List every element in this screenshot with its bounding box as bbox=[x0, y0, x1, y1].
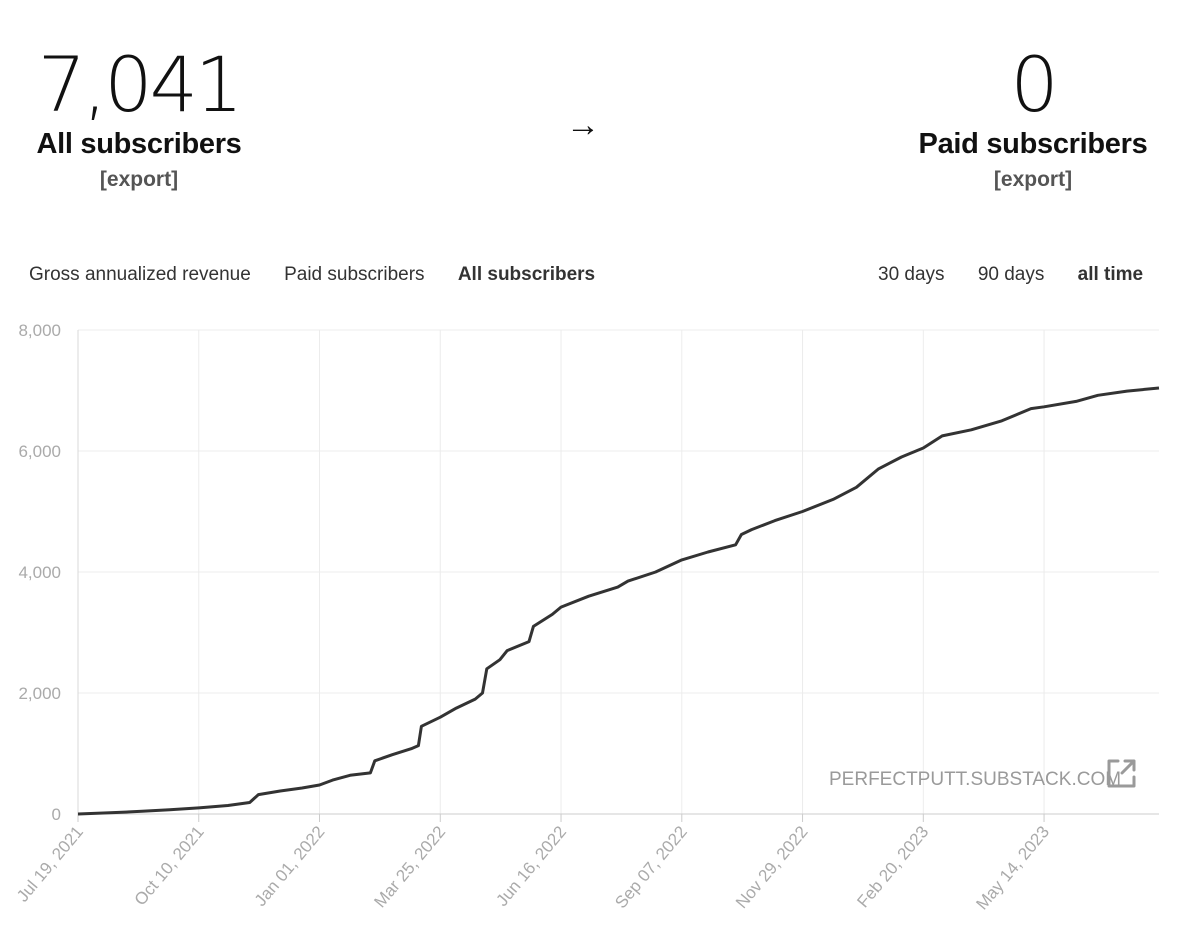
paid-subscribers-label: Paid subscribers bbox=[918, 128, 1148, 160]
y-tick-label: 2,000 bbox=[18, 684, 61, 703]
all-subscribers-count: 7,041 bbox=[37, 40, 244, 129]
watermark-text[interactable]: PERFECTPUTT.SUBSTACK.COM bbox=[829, 769, 1121, 790]
x-tick-label: Sep 07, 2022 bbox=[611, 822, 691, 912]
series-line bbox=[77, 386, 1160, 816]
paid-subscribers-stat: 0 Paid subscribers [export] bbox=[883, 44, 1183, 192]
all-subscribers-stat: 7,041 All subscribers [export] bbox=[0, 44, 289, 192]
x-tick-label: Oct 10, 2021 bbox=[131, 822, 208, 909]
tab-90-days[interactable]: 90 days bbox=[977, 264, 1045, 285]
metric-tabs: Gross annualized revenue Paid subscriber… bbox=[29, 264, 623, 286]
y-tick-label: 4,000 bbox=[18, 563, 61, 582]
x-tick-label: Nov 29, 2022 bbox=[732, 822, 812, 912]
export-all-subscribers-link[interactable]: [export] bbox=[99, 168, 179, 191]
chart-grid bbox=[77, 329, 1159, 815]
x-tick-label: Feb 20, 2023 bbox=[853, 822, 932, 911]
y-tick-label: 6,000 bbox=[18, 442, 61, 461]
x-tick-label: Jun 16, 2022 bbox=[492, 822, 570, 910]
x-tick-label: Mar 25, 2022 bbox=[370, 822, 449, 911]
external-link-icon[interactable] bbox=[1107, 759, 1136, 788]
all-subscribers-label: All subscribers bbox=[36, 128, 242, 160]
tab-all-time[interactable]: all time bbox=[1077, 264, 1144, 285]
x-tick-label: Jan 01, 2022 bbox=[251, 822, 329, 910]
tab-30-days[interactable]: 30 days bbox=[878, 264, 945, 285]
tab-gross-annualized-revenue[interactable]: Gross annualized revenue bbox=[29, 264, 251, 285]
range-tabs: 30 days 90 days all time bbox=[878, 264, 1171, 286]
paid-subscribers-count: 0 bbox=[1010, 40, 1058, 129]
y-tick-label: 0 bbox=[52, 805, 61, 824]
y-axis-ticks: 0 2,000 4,000 6,000 8,000 bbox=[18, 321, 61, 824]
x-axis-ticks: Jul 19, 2021 Oct 10, 2021 Jan 01, 2022 Mar … bbox=[13, 814, 1053, 913]
x-tick-label: May 14, 2023 bbox=[972, 822, 1053, 913]
tab-paid-subscribers[interactable]: Paid subscribers bbox=[284, 264, 425, 285]
y-tick-label: 8,000 bbox=[18, 321, 61, 340]
subscribers-chart: 0 2,000 4,000 6,000 8,000 Jul 19, 2021 Oct 10… bbox=[13, 321, 1160, 913]
right-arrow-icon: → bbox=[566, 106, 600, 144]
x-tick-label: Jul 19, 2021 bbox=[13, 822, 87, 905]
tab-all-subscribers[interactable]: All subscribers bbox=[457, 264, 596, 285]
export-paid-subscribers-link[interactable]: [export] bbox=[993, 168, 1073, 191]
